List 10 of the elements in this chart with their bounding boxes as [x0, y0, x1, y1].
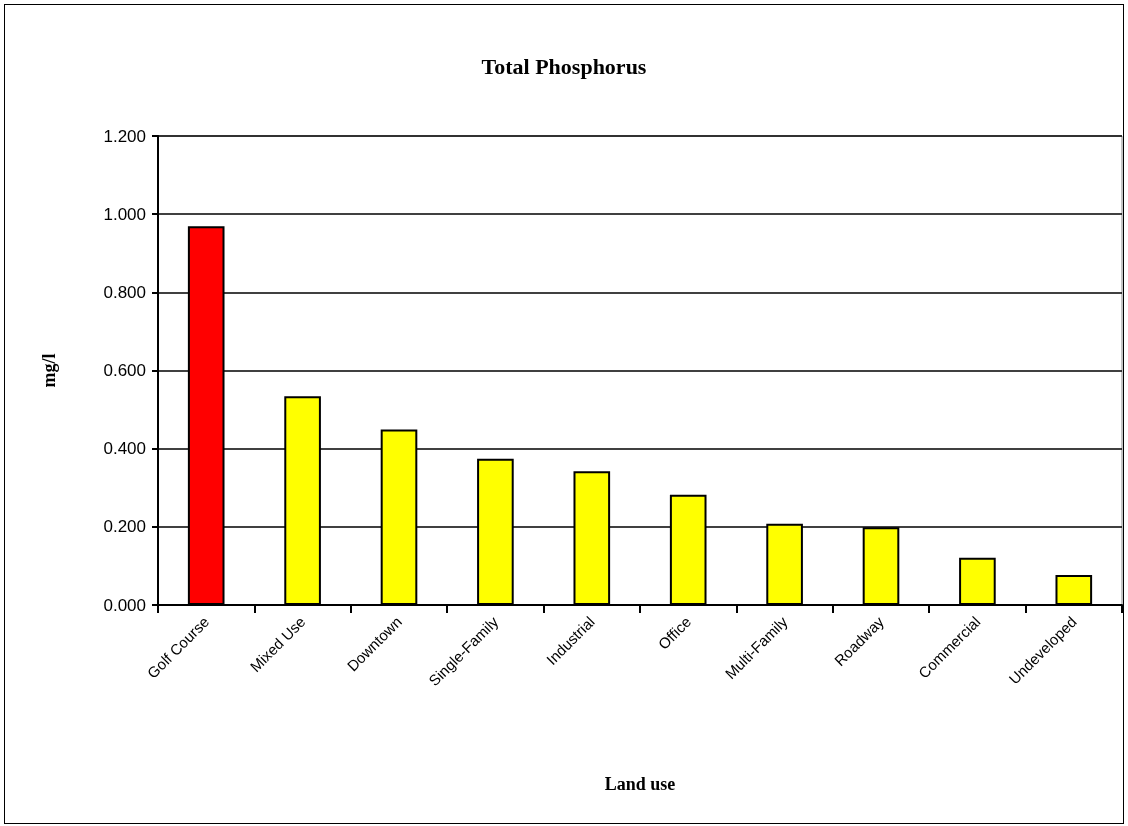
y-tick-label: 0.000	[103, 595, 146, 615]
x-axis-title: Land use	[604, 774, 676, 794]
y-tick-label: 0.400	[103, 439, 146, 459]
y-tick-label: 1.000	[103, 204, 146, 224]
y-tick-label: 0.800	[103, 282, 146, 302]
y-tick-label: 0.200	[103, 517, 146, 537]
chart-title: Total Phosphorus	[481, 53, 647, 79]
y-tick-label: 1.200	[103, 126, 146, 146]
y-axis-title: mg/l	[39, 353, 59, 388]
y-tick-label: 0.600	[103, 361, 146, 380]
